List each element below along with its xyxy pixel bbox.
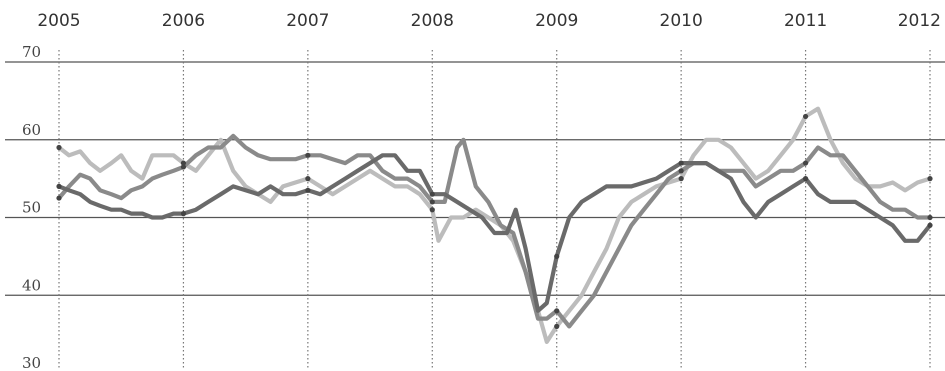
year-marker-lines [58,50,931,368]
series-3-year-marker [56,183,62,189]
series-3-year-marker [180,211,187,217]
series-2-year-marker [56,195,62,201]
series-2-year-marker [802,160,809,166]
series-3-year-marker [554,253,560,259]
series-1-year-marker [927,176,933,182]
series-2-year-marker [678,168,684,174]
series-1-year-marker [429,207,435,213]
y-tick-label: 70 [22,43,41,61]
series-3-year-marker [305,187,311,193]
year-label: 2009 [535,11,578,31]
series-3-year-marker [678,160,684,166]
y-tick-label: 60 [22,121,41,139]
year-label: 2012 [898,11,941,31]
series-2-year-marker [429,199,435,205]
year-label: 2011 [784,11,827,31]
series-1-year-marker [180,160,187,166]
y-tick-label: 30 [22,354,41,371]
series-line-2 [56,133,933,329]
year-label: 2006 [162,11,205,31]
data-series [56,106,933,344]
series-1-year-marker [678,176,684,182]
series-3-year-marker [802,176,809,182]
series-3-year-marker [429,191,435,197]
series-2-year-marker [927,214,933,221]
year-marker-dots [56,113,933,329]
year-label: 2008 [411,11,454,31]
series-2-year-marker [180,164,187,170]
series-line-3 [56,153,933,313]
series-1-year-marker [554,323,560,329]
y-tick-label: 40 [22,276,41,294]
series-2-year-marker [554,308,560,314]
series-1-year-marker [305,176,311,182]
y-tick-label: 50 [22,199,41,217]
year-label: 2007 [286,11,329,31]
x-axis-year-labels: 2005 2006 2007 2008 2009 2010 2011 2012 [37,11,941,31]
series-line-1 [56,106,933,344]
series-1-year-marker [56,144,62,151]
series-2-year-marker [305,152,311,158]
year-label: 2010 [660,11,703,31]
series-1-year-marker [802,113,809,120]
year-label: 2005 [37,11,80,31]
y-axis-tick-labels: 70 60 50 40 30 [22,43,41,371]
series-3-year-marker [927,222,933,228]
